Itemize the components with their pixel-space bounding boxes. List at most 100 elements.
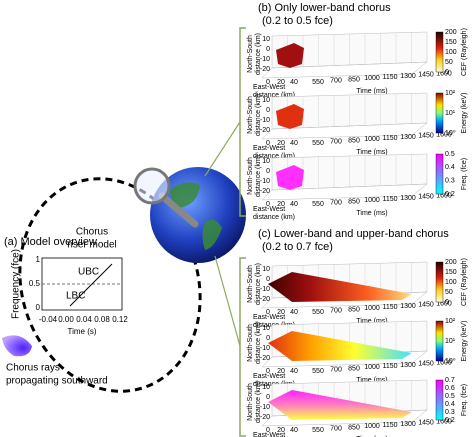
time-tick-label: 1300 xyxy=(400,303,416,310)
inset-x-tick: 0.08 xyxy=(94,315,110,324)
y-label: distance (km) xyxy=(255,263,262,305)
time-tick-label: 550 xyxy=(312,368,324,375)
time-tick-label: 550 xyxy=(312,79,324,86)
time-tick-label: 1600 xyxy=(436,192,452,199)
y-tick-label: 0 xyxy=(266,46,270,53)
y-tick-label: 0 xyxy=(266,107,270,114)
colorbar-tick-label: 50 xyxy=(445,59,453,66)
x-tick-label: 0 xyxy=(266,140,270,147)
colorbar-tick-label: 50 xyxy=(445,289,453,296)
rays-label: Chorus rays xyxy=(6,363,60,374)
colorbar-label: Freq. (fce) xyxy=(461,384,468,416)
time-tick-label: 1000 xyxy=(364,197,380,204)
x-tick-label: 40 xyxy=(290,140,298,147)
colorbar-tick-label: 10² xyxy=(445,90,456,97)
colorbar-tick-label: 10¹ xyxy=(445,338,456,345)
y-tick-label: 10 xyxy=(262,97,270,104)
y-label: distance (km) xyxy=(255,381,262,423)
time-tick-label: 850 xyxy=(348,306,360,313)
time-label: Time (ms) xyxy=(356,210,387,217)
time-tick-label: 1150 xyxy=(382,422,397,429)
colorbar-tick-label: 100 xyxy=(445,279,457,286)
colorbar-tick-label: 200 xyxy=(445,29,457,36)
emission-region xyxy=(268,390,412,420)
y-label: North-South xyxy=(247,324,254,362)
colorbar-label: Energy (keV) xyxy=(461,93,468,134)
y-tick-label: 10 xyxy=(262,384,270,391)
time-label: Time (ms) xyxy=(356,149,387,156)
y-tick-label: -10 xyxy=(260,286,270,293)
x-tick-label: 0 xyxy=(266,309,270,316)
time-tick-label: 1150 xyxy=(382,304,397,311)
colorbar-label: CEF (Rayleigh) xyxy=(461,258,468,306)
colorbar xyxy=(435,92,444,134)
colorbar-tick-label: 0.7 xyxy=(445,377,455,384)
time-tick-label: 1600 xyxy=(436,131,452,138)
y-label: North-South xyxy=(247,265,254,303)
time-tick-label: 850 xyxy=(348,137,360,144)
box-floor xyxy=(261,183,428,201)
x-tick-label: 0 xyxy=(266,201,270,208)
y-label: distance (km) xyxy=(255,155,262,197)
y-tick-label: 10 xyxy=(262,36,270,43)
time-tick-label: 1450 xyxy=(418,361,434,368)
x-tick-label: 20 xyxy=(277,140,285,147)
time-tick-label: 1000 xyxy=(364,305,380,312)
y-tick-label: -10 xyxy=(260,404,270,411)
inset-y-tick: 0 xyxy=(36,303,41,312)
y-tick-label: 10 xyxy=(262,158,270,165)
time-tick-label: 1000 xyxy=(364,75,380,82)
y-tick-label: -10 xyxy=(260,178,270,185)
emission-region xyxy=(268,331,412,361)
y-tick-label: -20 xyxy=(260,414,270,421)
riser-line xyxy=(69,263,113,307)
magnifier-handle xyxy=(158,192,199,228)
colorbar-tick-label: 10¹ xyxy=(445,110,456,117)
y-tick-label: -20 xyxy=(260,296,270,303)
colorbar-label: CEF (Rayleigh) xyxy=(461,28,468,76)
time-tick-label: 1450 xyxy=(418,194,434,201)
inset-x-label: Time (s) xyxy=(67,327,96,336)
x-tick-label: 20 xyxy=(277,368,285,375)
x-label: distance (km) xyxy=(253,214,295,221)
y-label: distance (km) xyxy=(255,33,262,75)
colorbar-tick-label: 150 xyxy=(445,39,457,46)
x-tick-label: 20 xyxy=(277,79,285,86)
inset-x-tick: 0.04 xyxy=(76,315,92,324)
x-label: East-West xyxy=(253,373,285,380)
bracket-b xyxy=(239,27,246,217)
emission-region xyxy=(268,272,412,302)
x-label: East-West xyxy=(253,314,285,321)
y-label: distance (km) xyxy=(255,94,262,136)
time-tick-label: 1300 xyxy=(400,134,416,141)
colorbar-tick-label: 0 xyxy=(445,299,449,306)
y-tick-label: -10 xyxy=(260,117,270,124)
colorbar-tick-label: 0.3 xyxy=(445,178,455,185)
y-label: North-South xyxy=(247,157,254,195)
time-tick-label: 550 xyxy=(312,140,324,147)
y-tick-label: -20 xyxy=(260,355,270,362)
time-tick-label: 1600 xyxy=(436,300,452,307)
colorbar-tick-label: 0.5 xyxy=(445,151,455,158)
time-tick-label: 550 xyxy=(312,201,324,208)
colorbar-tick-label: 150 xyxy=(445,269,457,276)
x-tick-label: 40 xyxy=(290,201,298,208)
time-tick-label: 1150 xyxy=(382,74,397,81)
time-tick-label: 1150 xyxy=(382,196,397,203)
colorbar-tick-label: 0.5 xyxy=(445,393,455,400)
y-tick-label: -20 xyxy=(260,188,270,195)
time-tick-label: 550 xyxy=(312,427,324,434)
rays-label: propagating southward xyxy=(6,376,108,387)
x-label: distance (km) xyxy=(253,153,295,160)
colorbar xyxy=(435,379,444,421)
x-tick-label: 40 xyxy=(290,309,298,316)
continents xyxy=(170,182,222,250)
inset-x-tick: -0.04 xyxy=(39,315,58,324)
y-tick-label: 0 xyxy=(266,335,270,342)
ubc-label: UBC xyxy=(78,267,99,278)
chorus-rays xyxy=(2,335,32,357)
colorbar-tick-label: 0 xyxy=(445,69,449,76)
x-tick-label: 20 xyxy=(277,427,285,434)
colorbar-label: Energy (keV) xyxy=(461,321,468,362)
